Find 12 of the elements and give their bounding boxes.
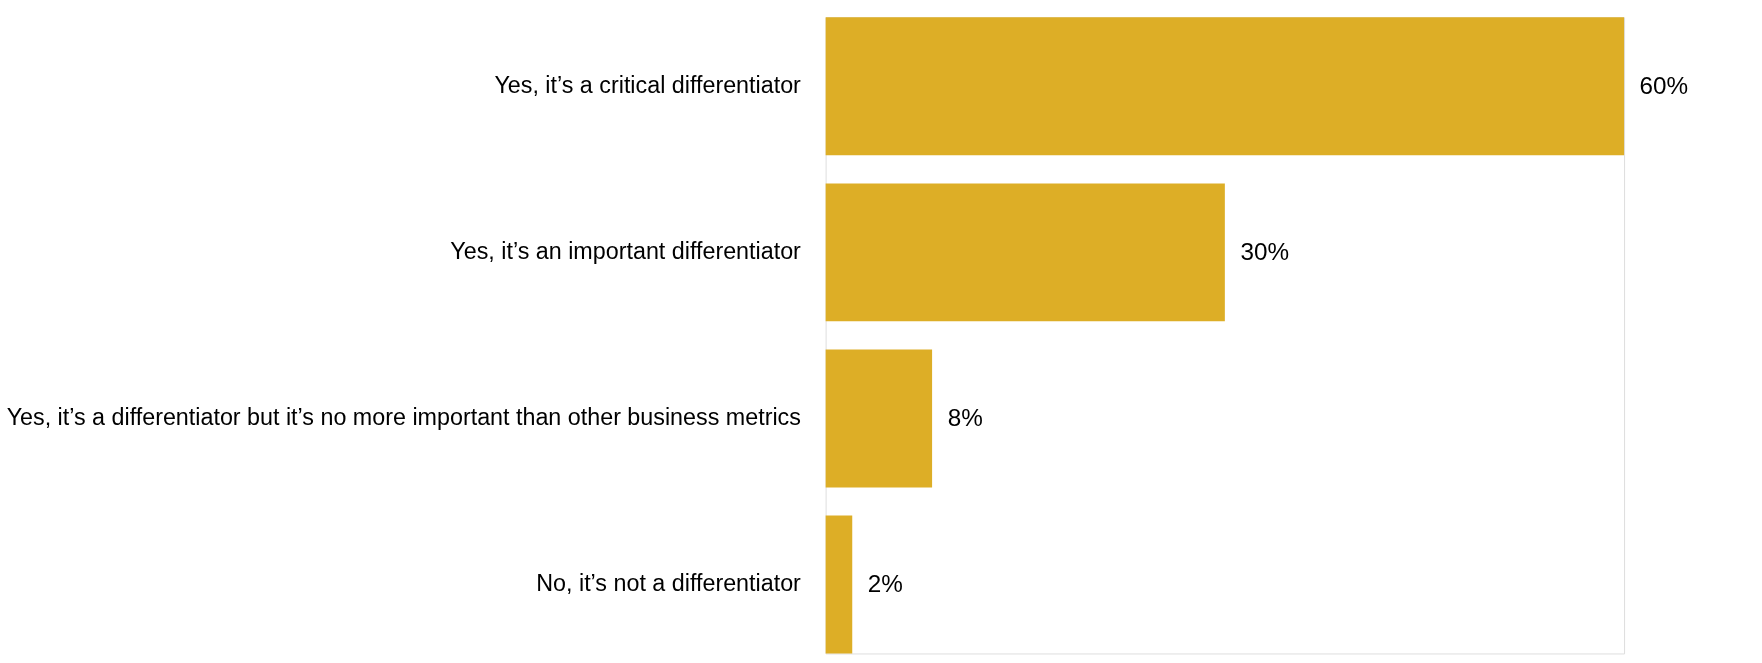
- bar: [825, 349, 933, 488]
- data-label: 8%: [947, 404, 983, 432]
- data-label: 2%: [867, 570, 903, 598]
- y-tick-label: Yes, it’s an important differentiator: [450, 238, 802, 265]
- y-tick-label: Yes, it’s a critical differentiator: [494, 72, 802, 99]
- y-tick-label: Yes, it’s a differentiator but it’s no more important than other business metrics: [6, 404, 801, 431]
- data-label: 30%: [1240, 238, 1289, 266]
- bar: [825, 183, 1225, 322]
- bar: [825, 515, 853, 654]
- y-tick-label: No, it’s not a differentiator: [536, 570, 802, 597]
- data-label: 60%: [1639, 71, 1689, 99]
- bar: [825, 17, 1625, 156]
